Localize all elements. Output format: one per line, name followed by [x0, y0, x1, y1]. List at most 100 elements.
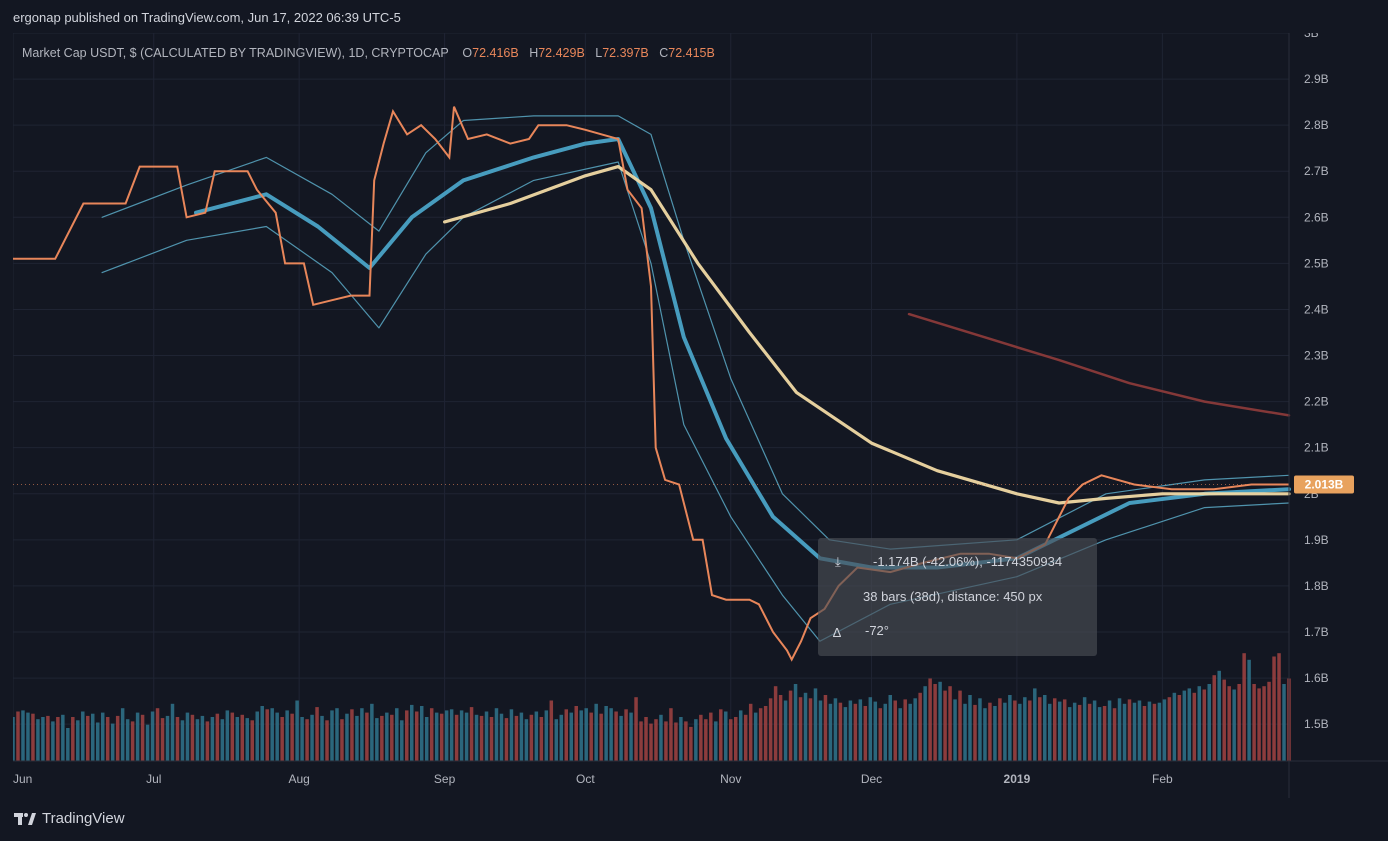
close-value: 72.415B	[668, 46, 715, 60]
time-axis[interactable]: Jun Jul Aug Sep Oct Nov Dec 2019 Feb	[13, 760, 1388, 786]
volume-bar	[848, 700, 853, 761]
volume-bar	[1087, 703, 1092, 761]
volume-bar	[464, 712, 469, 761]
volume-bar	[1242, 653, 1246, 761]
tradingview-logo[interactable]: TradingView	[14, 810, 125, 827]
measure-line1: -1.174B (-42.06%), -1174350934	[873, 554, 1062, 569]
volume-bar	[1072, 702, 1077, 761]
volume-bar	[36, 719, 40, 761]
volume-bar	[81, 711, 85, 761]
volume-bar	[200, 715, 205, 761]
volume-bar	[165, 715, 170, 761]
chart-svg[interactable]: -1.174B (-42.06%), -1174350934 38 bars (…	[11, 26, 1388, 798]
volume-bar	[370, 703, 374, 761]
volume-bar	[554, 719, 559, 761]
volume-bar	[1182, 690, 1187, 761]
volume-bar	[1277, 653, 1281, 761]
volume-bar	[499, 713, 504, 761]
measure-line2: 38 bars (38d), distance: 450 px	[863, 589, 1043, 604]
publisher-line: ergonap published on TradingView.com, Ju…	[13, 10, 401, 25]
measure-tool[interactable]: -1.174B (-42.06%), -1174350934 38 bars (…	[818, 538, 1097, 656]
volume-bar	[195, 719, 200, 761]
volume-bar	[489, 717, 494, 761]
volume-bar	[240, 714, 245, 761]
y-tick-label: 3B	[1304, 33, 1319, 40]
volume-bar	[748, 703, 753, 761]
volume-bar	[1018, 703, 1022, 761]
volume-bar	[255, 711, 259, 761]
volume-bar	[1013, 700, 1017, 761]
volume-bar	[270, 708, 274, 761]
volume-bar	[619, 715, 623, 761]
volume-bar	[704, 719, 708, 761]
volume-bar	[1142, 706, 1147, 761]
volume-bar	[395, 708, 399, 761]
x-tick-label: 2019	[1004, 772, 1031, 786]
volume-bar	[1057, 701, 1062, 761]
volume-bar	[215, 713, 220, 761]
volume-bar	[424, 717, 429, 761]
volume-bar	[574, 706, 578, 761]
volume-bar	[963, 703, 967, 761]
volume-bar	[385, 712, 389, 761]
volume-bar	[250, 720, 254, 761]
volume-bar	[783, 700, 788, 761]
open-value: 72.416B	[472, 46, 519, 60]
measure-arrow-icon: ⤓	[835, 554, 841, 569]
volume-bar	[1152, 703, 1157, 761]
volume-bar	[738, 710, 743, 761]
volume-bar	[773, 686, 778, 761]
volume-bar	[145, 724, 150, 761]
volume-bar	[689, 726, 693, 761]
y-tick-label: 1.5B	[1304, 717, 1329, 731]
volume-bar	[26, 712, 30, 761]
volume-bar	[280, 717, 284, 761]
volume-bar	[958, 690, 962, 761]
volume-bar	[649, 723, 653, 761]
volume-bar	[993, 706, 997, 761]
volume-bar	[1048, 703, 1052, 761]
volume-bar	[355, 715, 359, 761]
price-axis[interactable]: 3B2.9B2.8B2.7B2.6B2.5B2.4B2.3B2.2B2.1B2B…	[1288, 26, 1329, 798]
volume-bar	[1062, 699, 1067, 761]
volume-bar	[644, 717, 648, 761]
volume-bar	[669, 708, 673, 761]
volume-bar	[1038, 697, 1042, 761]
volume-bar	[1127, 699, 1132, 761]
volume-bar	[444, 710, 449, 761]
volume-bar	[524, 719, 529, 761]
volume-bar	[504, 718, 509, 761]
y-tick-label: 1.9B	[1304, 533, 1329, 547]
volume-bar	[873, 701, 878, 761]
volume-bars	[11, 653, 1291, 761]
chart-area[interactable]: -1.174B (-42.06%), -1174350934 38 bars (…	[11, 26, 1388, 798]
volume-bar	[61, 714, 65, 761]
volume-bar	[150, 711, 155, 761]
volume-bar	[434, 712, 439, 761]
volume-bar	[973, 704, 977, 761]
volume-bar	[1008, 695, 1012, 761]
volume-bar	[928, 678, 932, 761]
volume-bar	[335, 708, 339, 761]
x-tick-label: Feb	[1152, 772, 1173, 786]
measure-box[interactable]	[818, 538, 1097, 656]
volume-bar	[56, 717, 60, 761]
volume-bar	[1282, 684, 1286, 761]
volume-bar	[1092, 700, 1097, 761]
volume-bar	[788, 690, 793, 761]
measure-line3: -72°	[865, 623, 889, 638]
volume-bar	[429, 708, 434, 761]
volume-bar	[813, 688, 818, 761]
y-tick-label: 2.4B	[1304, 302, 1329, 316]
volume-bar	[694, 719, 698, 761]
volume-bar	[604, 706, 608, 761]
volume-bar	[908, 703, 912, 761]
volume-bar	[699, 714, 703, 761]
volume-bar	[1212, 675, 1216, 761]
volume-bar	[968, 695, 972, 761]
volume-bar	[948, 686, 952, 761]
series-bb-upper	[101, 115, 1290, 550]
volume-bar	[843, 707, 848, 761]
volume-bar	[155, 708, 160, 761]
volume-bar	[763, 706, 768, 761]
